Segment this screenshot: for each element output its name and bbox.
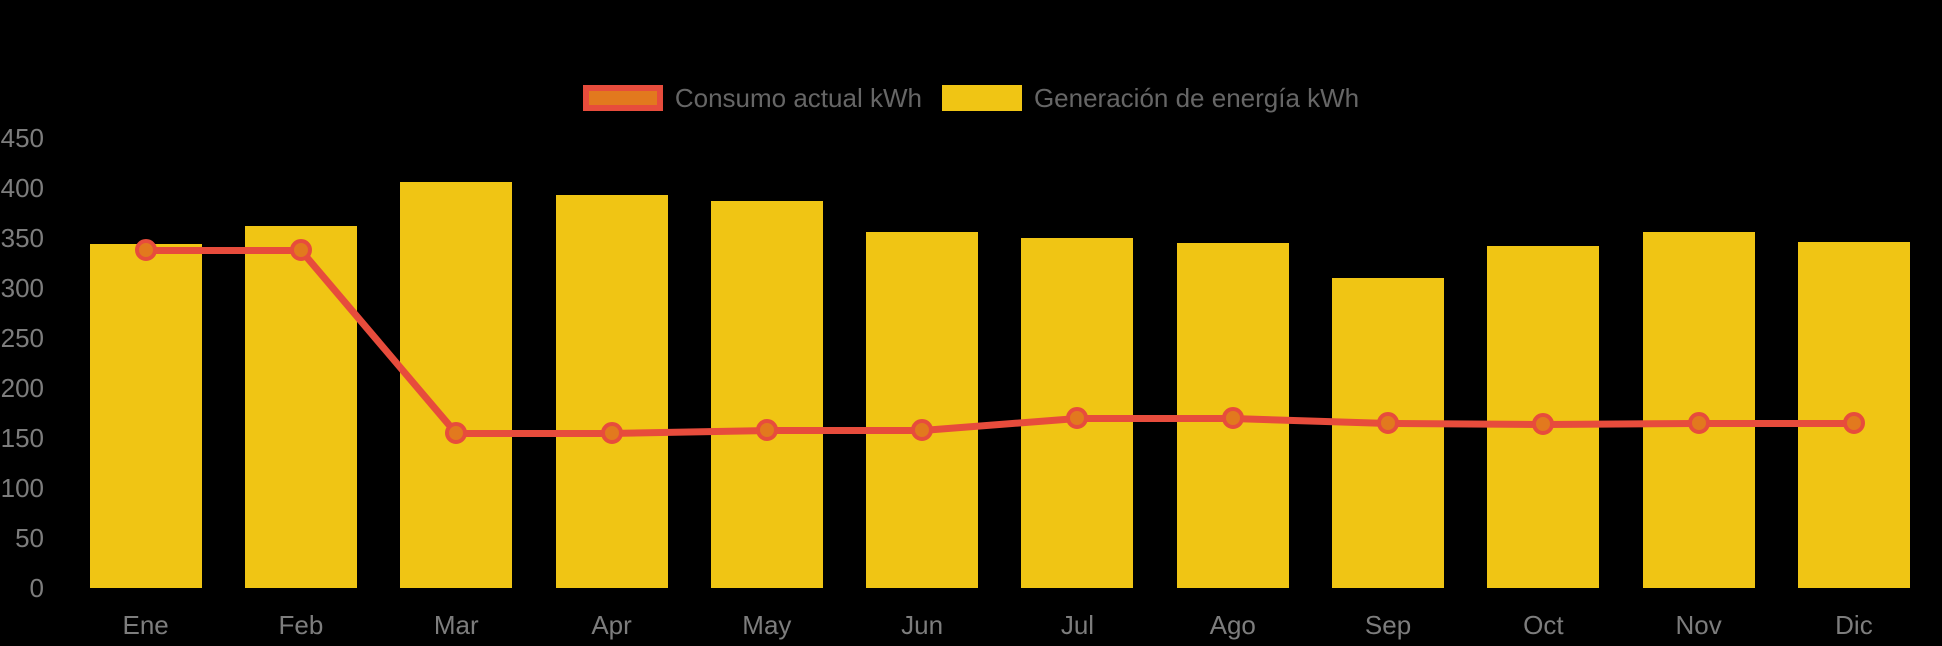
consumo-line-segment: [145, 246, 301, 254]
consumo-point-mar[interactable]: [445, 422, 468, 444]
consumo-point-ene[interactable]: [134, 239, 157, 261]
y-axis-tick-150: 150: [0, 423, 44, 453]
consumo-point-dic[interactable]: [1842, 412, 1865, 434]
consumo-point-apr[interactable]: [600, 422, 623, 444]
x-axis-label-jun: Jun: [901, 610, 944, 640]
x-axis-label-mar: Mar: [433, 610, 479, 640]
consumo-point-oct[interactable]: [1532, 413, 1555, 435]
y-axis-tick-300: 300: [0, 273, 44, 303]
consumo-line-segment: [1077, 414, 1233, 422]
consumo-line-segment: [456, 429, 612, 437]
y-axis-tick-0: 0: [29, 573, 44, 603]
consumo-point-sep[interactable]: [1377, 412, 1400, 434]
x-axis-label-ene: Ene: [122, 610, 169, 640]
consumo-point-may[interactable]: [755, 419, 778, 441]
consumo-point-jun[interactable]: [911, 419, 934, 441]
legend-label-consumo: Consumo actual kWh: [674, 83, 922, 113]
consumo-point-nov[interactable]: [1687, 412, 1710, 434]
chart-legend: Consumo actual kWh Generación de energía…: [0, 85, 1942, 111]
y-axis-tick-100: 100: [0, 473, 44, 503]
x-axis-label-jul: Jul: [1060, 610, 1095, 640]
y-axis-tick-350: 350: [0, 223, 44, 253]
consumo-line-segment: [1698, 419, 1854, 427]
y-axis-tick-450: 450: [0, 123, 44, 153]
x-axis-label-oct: Oct: [1523, 610, 1564, 640]
bar-jun[interactable]: [866, 232, 979, 588]
y-axis-tick-50: 50: [15, 523, 44, 553]
x-axis-label-dic: Dic: [1835, 610, 1873, 640]
generacion-bar-swatch-icon: [941, 85, 1022, 111]
legend-label-generacion: Generación de energía kWh: [1033, 83, 1360, 113]
consumo-point-jul[interactable]: [1066, 407, 1089, 429]
bar-may[interactable]: [710, 201, 823, 588]
consumo-line-segment: [766, 426, 923, 434]
y-axis-tick-200: 200: [0, 373, 44, 403]
x-axis-label-nov: Nov: [1675, 610, 1722, 640]
bar-feb[interactable]: [244, 226, 357, 588]
x-axis-label-may: May: [742, 610, 792, 640]
y-axis-tick-250: 250: [0, 323, 44, 353]
bar-apr[interactable]: [555, 195, 668, 588]
bar-nov[interactable]: [1642, 232, 1755, 588]
consumo-line-swatch-icon: [582, 85, 663, 111]
consumo-line-segment: [1543, 419, 1699, 428]
x-axis-label-sep: Sep: [1364, 610, 1412, 640]
legend-item-consumo[interactable]: Consumo actual kWh: [582, 83, 922, 113]
consumo-point-ago[interactable]: [1221, 407, 1244, 429]
y-axis-tick-400: 400: [0, 173, 44, 203]
x-axis-label-ago: Ago: [1209, 610, 1256, 640]
x-axis-label-feb: Feb: [278, 610, 324, 640]
consumo-point-feb[interactable]: [289, 239, 312, 261]
consumo-line-segment: [1388, 419, 1544, 428]
legend-item-generacion[interactable]: Generación de energía kWh: [941, 83, 1360, 113]
bar-ene[interactable]: [89, 244, 202, 588]
x-axis-label-apr: Apr: [591, 610, 632, 640]
